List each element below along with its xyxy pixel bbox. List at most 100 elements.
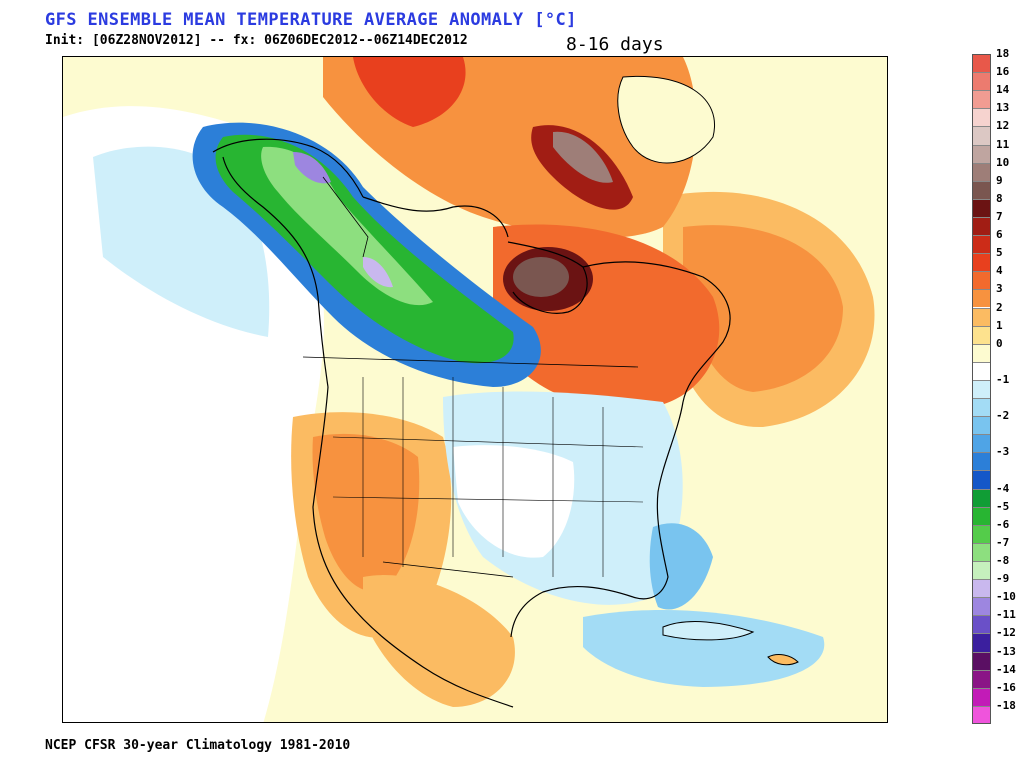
alaska-cold-peak bbox=[293, 152, 331, 184]
colorbar: 18 16 14 13 12 11 10 9 8 7 6 5 4 3 2 1 0 -1 -2 -3 -4 -5 -6 -7 -8… bbox=[972, 47, 1020, 724]
colorbar-level: -18 bbox=[972, 699, 1020, 724]
init-forecast-line: Init: [06Z28NOV2012] -- fx: 06Z06DEC2012… bbox=[45, 33, 468, 48]
colorbar-level: 16 bbox=[972, 65, 1020, 91]
colorbar-label: -2 bbox=[996, 409, 1010, 423]
colorbar-label: 11 bbox=[996, 137, 1010, 151]
hudson-bay-peak bbox=[513, 257, 569, 297]
caribbean-island bbox=[767, 654, 799, 666]
colorbar-label: -3 bbox=[996, 445, 1010, 459]
colorbar-swatch bbox=[972, 90, 991, 109]
colorbar-swatch bbox=[972, 72, 991, 91]
colorbar-level: 13 bbox=[972, 101, 1020, 127]
state-line-7 bbox=[332, 436, 644, 448]
colorbar-swatch bbox=[972, 705, 991, 724]
colorbar-label: -10 bbox=[996, 590, 1016, 604]
colorbar-level: -12 bbox=[972, 626, 1020, 652]
pacific-coast-north bbox=[222, 156, 329, 388]
colorbar-swatch bbox=[972, 361, 991, 380]
climatology-note: NCEP CFSR 30-year Climatology 1981-2010 bbox=[45, 738, 351, 753]
forecast-period: 8-16 days bbox=[566, 34, 664, 55]
colorbar-frame bbox=[972, 54, 991, 724]
colorbar-label: 12 bbox=[996, 119, 1010, 133]
colorbar-swatch bbox=[972, 325, 991, 344]
colorbar-level: 10 bbox=[972, 156, 1020, 181]
colorbar-label: -14 bbox=[996, 662, 1016, 676]
colorbar-level: 4 bbox=[972, 264, 1020, 290]
colorbar-level: 9 bbox=[972, 174, 1020, 199]
colorbar-swatch bbox=[972, 506, 991, 525]
colorbar-level: 14 bbox=[972, 83, 1020, 109]
colorbar-swatch bbox=[972, 216, 991, 236]
state-borders bbox=[332, 377, 644, 577]
colorbar-swatch bbox=[972, 452, 991, 471]
arctic-warm-core bbox=[353, 57, 466, 127]
colorbar-label: 0 bbox=[996, 336, 1003, 350]
colorbar-label: -11 bbox=[996, 608, 1016, 622]
colorbar-swatch bbox=[972, 144, 991, 163]
colorbar-swatch bbox=[972, 633, 991, 652]
colorbar-swatch bbox=[972, 162, 991, 181]
colorbar-level bbox=[972, 398, 1020, 417]
colorbar-level: 6 bbox=[972, 228, 1020, 254]
colorbar-level bbox=[972, 470, 1020, 489]
pacific-coast-south bbox=[312, 386, 514, 708]
caribbean-cool bbox=[583, 609, 825, 687]
colorbar-swatch bbox=[972, 126, 991, 145]
colorbar-label: -5 bbox=[996, 499, 1010, 513]
state-line-8 bbox=[332, 496, 644, 503]
central-us-neutral bbox=[453, 445, 575, 558]
colorbar-level: -6 bbox=[972, 518, 1020, 543]
colorbar-swatch bbox=[972, 307, 991, 326]
atlantic-coast bbox=[632, 401, 684, 600]
colorbar-label: 4 bbox=[996, 264, 1003, 278]
colorbar-level bbox=[972, 361, 1020, 380]
colorbar-level: 0 bbox=[972, 337, 1020, 362]
colorbar-label: -8 bbox=[996, 554, 1010, 568]
colorbar-label: -13 bbox=[996, 644, 1016, 658]
colorbar-swatch bbox=[972, 524, 991, 543]
colorbar-swatch bbox=[972, 669, 991, 688]
colorbar-level: 5 bbox=[972, 246, 1020, 272]
colorbar-label: -12 bbox=[996, 626, 1016, 640]
bc-cold-peak bbox=[363, 257, 393, 288]
cold-anomaly-core bbox=[261, 146, 433, 306]
colorbar-swatch bbox=[972, 579, 991, 598]
colorbar-label: 6 bbox=[996, 228, 1003, 242]
colorbar-label: 9 bbox=[996, 173, 1003, 187]
colorbar-level: -3 bbox=[972, 445, 1020, 471]
colorbar-label: -4 bbox=[996, 481, 1010, 495]
anomaly-map-svg bbox=[63, 57, 887, 722]
colorbar-swatch bbox=[972, 253, 991, 272]
colorbar-swatch bbox=[972, 488, 991, 507]
colorbar-label: -18 bbox=[996, 698, 1016, 712]
colorbar-level: -2 bbox=[972, 409, 1020, 435]
western-us-warm-core bbox=[312, 433, 420, 592]
chart-title: GFS ENSEMBLE MEAN TEMPERATURE AVERAGE AN… bbox=[45, 10, 577, 30]
colorbar-label: 16 bbox=[996, 65, 1010, 79]
colorbar-level: 3 bbox=[972, 282, 1020, 308]
colorbar-label: 14 bbox=[996, 83, 1010, 97]
colorbar-level: -4 bbox=[972, 482, 1020, 507]
colorbar-swatch bbox=[972, 470, 991, 489]
colorbar-level: -1 bbox=[972, 373, 1020, 399]
colorbar-label: 2 bbox=[996, 300, 1003, 314]
mexico-warm bbox=[363, 575, 515, 707]
hudson-bay-coast bbox=[507, 241, 588, 314]
us-mexico-border bbox=[382, 561, 514, 578]
gulf-coast bbox=[510, 585, 634, 638]
colorbar-level bbox=[972, 434, 1020, 453]
colorbar-swatch bbox=[972, 198, 991, 217]
colorbar-level: 2 bbox=[972, 301, 1020, 326]
colorbar-label: 5 bbox=[996, 246, 1003, 260]
colorbar-level: -14 bbox=[972, 663, 1020, 688]
colorbar-label: 7 bbox=[996, 209, 1003, 223]
colorbar-swatch bbox=[972, 561, 991, 580]
colorbar-level: 7 bbox=[972, 210, 1020, 236]
colorbar-label: 13 bbox=[996, 101, 1010, 115]
alaska-canada-border bbox=[322, 176, 369, 258]
colorbar-level: -9 bbox=[972, 572, 1020, 598]
colorbar-level: 1 bbox=[972, 319, 1020, 344]
colorbar-swatch bbox=[972, 687, 991, 706]
canada-us-border bbox=[302, 356, 639, 368]
colorbar-level: -8 bbox=[972, 554, 1020, 580]
